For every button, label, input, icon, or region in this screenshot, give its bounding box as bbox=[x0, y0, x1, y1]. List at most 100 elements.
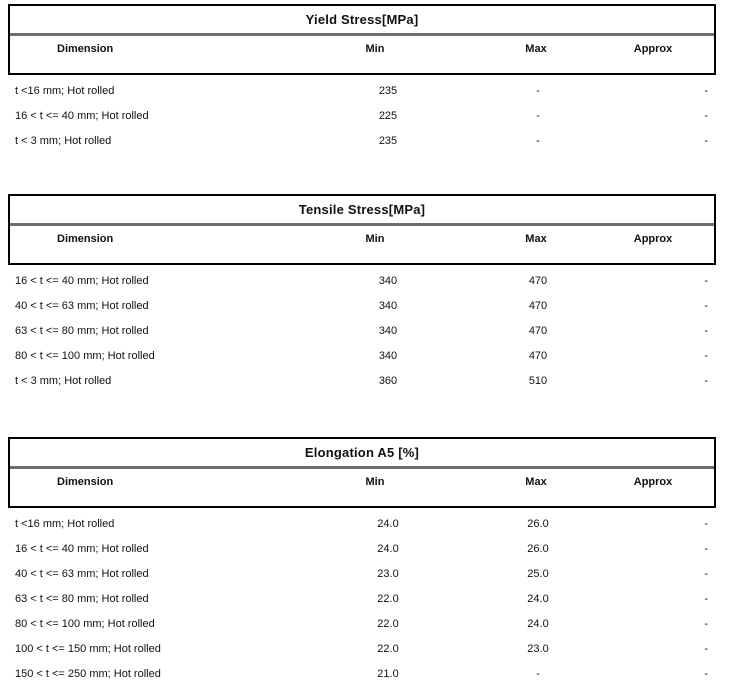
max-cell: 24.0 bbox=[527, 617, 549, 630]
property-table: Yield Stress[MPa] Dimension Min Max Approx … bbox=[8, 4, 716, 153]
table-header-row: Dimension Min Max Approx bbox=[10, 226, 714, 263]
table-rows: t <16 mm; Hot rolled 24.0 26.0-16 < t <= 4… bbox=[8, 508, 716, 686]
min-cell: 22.0 bbox=[377, 592, 399, 605]
table-head-box: Elongation A5 [%] Dimension Min Max Approx bbox=[8, 437, 716, 508]
dimension-cell: 80 < t <= 100 mm; Hot rolled bbox=[15, 349, 155, 362]
column-header-min: Min bbox=[365, 233, 385, 245]
dimension-cell: t <16 mm; Hot rolled bbox=[15, 84, 115, 97]
approx-cell: - bbox=[704, 374, 708, 387]
dimension-cell: 16 < t <= 40 mm; Hot rolled bbox=[15, 542, 149, 555]
max-cell: 470 bbox=[528, 324, 548, 337]
column-header-max: Max bbox=[525, 476, 547, 488]
dimension-cell: t < 3 mm; Hot rolled bbox=[15, 134, 112, 147]
table-row: 16 < t <= 40 mm; Hot rolled 24.0 26.0 - bbox=[8, 536, 716, 561]
min-cell: 23.0 bbox=[377, 567, 399, 580]
table-rows: t <16 mm; Hot rolled 235- -16 < t <= 40 mm… bbox=[8, 75, 716, 153]
approx-cell: - bbox=[704, 567, 708, 580]
dimension-cell: 40 < t <= 63 mm; Hot rolled bbox=[15, 567, 149, 580]
table-row: t < 3 mm; Hot rolled 235 - - bbox=[8, 128, 716, 153]
min-cell: 340 bbox=[378, 299, 398, 312]
min-cell: 24.0 bbox=[377, 517, 399, 530]
table-row: 40 < t <= 63 mm; Hot rolled 340 470 - bbox=[8, 293, 716, 318]
min-cell: 340 bbox=[378, 324, 398, 337]
max-cell: 24.0 bbox=[527, 592, 549, 605]
column-header-max: Max bbox=[525, 43, 547, 55]
max-cell: - bbox=[536, 84, 540, 97]
column-header-dimension: Dimension bbox=[57, 476, 114, 488]
table-title: Tensile Stress[MPa] bbox=[10, 196, 714, 226]
dimension-cell: 16 < t <= 40 mm; Hot rolled bbox=[15, 274, 149, 287]
min-cell: 340 bbox=[378, 349, 398, 362]
dimension-cell: 63 < t <= 80 mm; Hot rolled bbox=[15, 324, 149, 337]
property-table: Elongation A5 [%] Dimension Min Max Approx … bbox=[8, 437, 716, 686]
approx-cell: - bbox=[704, 349, 708, 362]
table-row: t <16 mm; Hot rolled 235 - - bbox=[8, 78, 716, 103]
column-header-approx: Approx bbox=[633, 233, 673, 245]
min-cell: 22.0 bbox=[377, 617, 399, 630]
approx-cell: - bbox=[704, 642, 708, 655]
max-cell: - bbox=[536, 134, 540, 147]
table-row: t <16 mm; Hot rolled 24.0 26.0 - bbox=[8, 511, 716, 536]
approx-cell: - bbox=[704, 109, 708, 122]
table-title: Elongation A5 [%] bbox=[10, 439, 714, 469]
dimension-cell: 80 < t <= 100 mm; Hot rolled bbox=[15, 617, 155, 630]
min-cell: 235 bbox=[378, 84, 398, 97]
tables: Yield Stress[MPa] Dimension Min Max Approx … bbox=[8, 4, 731, 686]
approx-cell: - bbox=[704, 324, 708, 337]
dimension-cell: 150 < t <= 250 mm; Hot rolled bbox=[15, 667, 161, 680]
dimension-cell: t <16 mm; Hot rolled bbox=[15, 517, 115, 530]
min-cell: 360 bbox=[378, 374, 398, 387]
column-header-min: Min bbox=[365, 43, 385, 55]
table-rows: 16 < t <= 40 mm; Hot rolled 340 470-40 < t… bbox=[8, 265, 716, 393]
table-row: 40 < t <= 63 mm; Hot rolled 23.0 25.0 - bbox=[8, 561, 716, 586]
approx-cell: - bbox=[704, 517, 708, 530]
min-cell: 235 bbox=[378, 134, 398, 147]
table-head-box: Tensile Stress[MPa] Dimension Min Max Appro… bbox=[8, 194, 716, 265]
approx-cell: - bbox=[704, 667, 708, 680]
approx-cell: - bbox=[704, 134, 708, 147]
approx-cell: - bbox=[704, 274, 708, 287]
table-row: 16 < t <= 40 mm; Hot rolled 340 470 - bbox=[8, 268, 716, 293]
table-header-row: Dimension Min Max Approx bbox=[10, 469, 714, 506]
table-row: 150 < t <= 250 mm; Hot rolled 21.0 - - bbox=[8, 661, 716, 686]
max-cell: 510 bbox=[528, 374, 548, 387]
column-header-approx: Approx bbox=[633, 476, 673, 488]
max-cell: - bbox=[536, 109, 540, 122]
column-header-approx: Approx bbox=[633, 43, 673, 55]
table-row: 16 < t <= 40 mm; Hot rolled 225 - - bbox=[8, 103, 716, 128]
table-row: 100 < t <= 150 mm; Hot rolled 22.0 23.0 - bbox=[8, 636, 716, 661]
table-row: 80 < t <= 100 mm; Hot rolled 340 470 - bbox=[8, 343, 716, 368]
column-header-dimension: Dimension bbox=[57, 233, 114, 245]
table-row: 63 < t <= 80 mm; Hot rolled 22.0 24.0 - bbox=[8, 586, 716, 611]
table-row: 63 < t <= 80 mm; Hot rolled 340 470 - bbox=[8, 318, 716, 343]
dimension-cell: 63 < t <= 80 mm; Hot rolled bbox=[15, 592, 149, 605]
column-header-dimension: Dimension bbox=[57, 43, 114, 55]
table-title: Yield Stress[MPa] bbox=[10, 6, 714, 36]
approx-cell: - bbox=[704, 542, 708, 555]
max-cell: 470 bbox=[528, 274, 548, 287]
min-cell: 22.0 bbox=[377, 642, 399, 655]
column-header-max: Max bbox=[525, 233, 547, 245]
max-cell: 470 bbox=[528, 299, 548, 312]
dimension-cell: 40 < t <= 63 mm; Hot rolled bbox=[15, 299, 149, 312]
property-table: Tensile Stress[MPa] Dimension Min Max Appro… bbox=[8, 194, 716, 393]
max-cell: - bbox=[536, 667, 540, 680]
approx-cell: - bbox=[704, 299, 708, 312]
min-cell: 225 bbox=[378, 109, 398, 122]
max-cell: 470 bbox=[528, 349, 548, 362]
table-head-box: Yield Stress[MPa] Dimension Min Max Approx bbox=[8, 4, 716, 75]
max-cell: 23.0 bbox=[527, 642, 549, 655]
max-cell: 25.0 bbox=[527, 567, 549, 580]
min-cell: 24.0 bbox=[377, 542, 399, 555]
min-cell: 340 bbox=[378, 274, 398, 287]
dimension-cell: t < 3 mm; Hot rolled bbox=[15, 374, 112, 387]
min-cell: 21.0 bbox=[377, 667, 399, 680]
approx-cell: - bbox=[704, 592, 708, 605]
table-row: t < 3 mm; Hot rolled 360 510 - bbox=[8, 368, 716, 393]
approx-cell: - bbox=[704, 617, 708, 630]
table-row: 80 < t <= 100 mm; Hot rolled 22.0 24.0 - bbox=[8, 611, 716, 636]
column-header-min: Min bbox=[365, 476, 385, 488]
dimension-cell: 16 < t <= 40 mm; Hot rolled bbox=[15, 109, 149, 122]
max-cell: 26.0 bbox=[527, 542, 549, 555]
